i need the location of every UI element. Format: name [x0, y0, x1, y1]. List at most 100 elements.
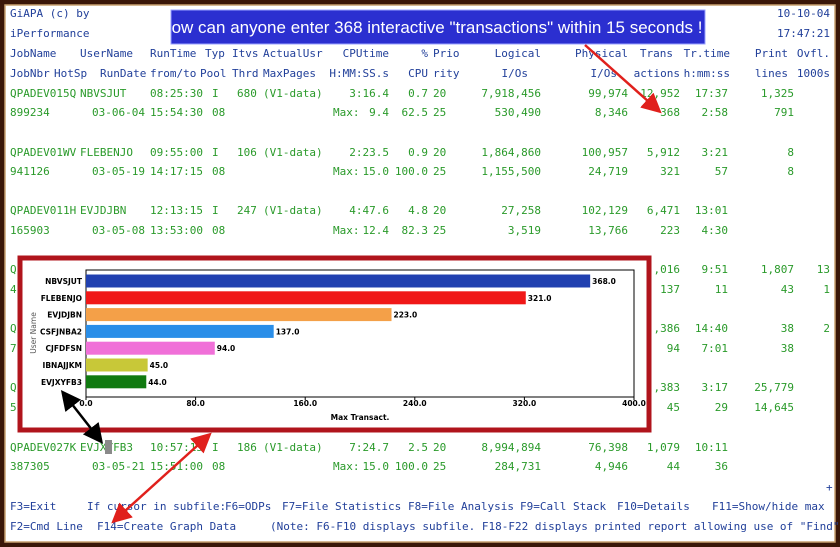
y-axis-label: User Name [29, 312, 38, 354]
bar [86, 291, 526, 305]
category-label: CSFJNBA2 [40, 327, 82, 336]
terminal-text: GiAPA (c) by iPerformance 10-10-04 17:47:21… [10, 7, 840, 533]
cell: 15:51:00 [150, 460, 203, 473]
cell: 7,918,456 [481, 87, 541, 100]
cell: ,383 [654, 381, 681, 394]
cell: Q [10, 322, 17, 335]
value-label: 321.0 [528, 294, 552, 303]
function-key: F7=File Statistics [282, 500, 401, 513]
cell: 1,325 [761, 87, 794, 100]
cell: 9:51 [702, 263, 729, 276]
cell: 7:24.7 [349, 441, 389, 454]
cell: QPADEV01WV [10, 146, 77, 159]
time: 17:47:21 [777, 27, 830, 40]
value-label: 94.0 [217, 344, 236, 353]
cell: 4:47.6 [349, 204, 389, 217]
category-label: CJFDFSN [46, 344, 82, 353]
bar [86, 308, 392, 322]
cell: 8,994,894 [481, 441, 541, 454]
cell: 1,864,860 [481, 146, 541, 159]
bar [86, 274, 591, 288]
column-header: rity [433, 67, 460, 80]
cell: 791 [774, 106, 794, 119]
column-header: Thrd [232, 67, 259, 80]
cell: 0.7 [408, 87, 428, 100]
cell: 25 [433, 224, 446, 237]
cell: 2.5 [408, 441, 428, 454]
cell: Q [10, 263, 17, 276]
cell: 3:17 [702, 381, 729, 394]
column-header: actions [634, 67, 680, 80]
more-indicator: + [826, 481, 833, 494]
cell: 08 [212, 106, 225, 119]
cell: 20 [433, 441, 446, 454]
x-tick-label: 160.0 [293, 399, 317, 408]
cell: 27,258 [501, 204, 541, 217]
cell: 14,645 [754, 401, 794, 414]
column-header: Pool [200, 67, 227, 80]
bar [86, 358, 148, 372]
function-key: F3=Exit [10, 500, 56, 513]
cell: 247 [237, 204, 257, 217]
cell: 6,471 [647, 204, 680, 217]
cell: 100.0 [395, 460, 428, 473]
column-header: lines [755, 67, 788, 80]
cell: 29 [715, 401, 728, 414]
cell: 387305 [10, 460, 50, 473]
column-header: Tr.time [684, 47, 730, 60]
column-header: CPU [408, 67, 428, 80]
cell: 680 [237, 87, 257, 100]
cell: 1,807 [761, 263, 794, 276]
cell: 9.4 [369, 106, 389, 119]
cell: 99,974 [588, 87, 628, 100]
column-header: 1000s [797, 67, 830, 80]
cell: 12.4 [363, 224, 390, 237]
cell: ,016 [654, 263, 681, 276]
cell: 13,766 [588, 224, 628, 237]
cell: Max: [333, 165, 360, 178]
cell: 43 [781, 283, 794, 296]
cell: 14:40 [695, 322, 728, 335]
cell: (V1-data) [263, 87, 323, 100]
cell: 76,398 [588, 441, 628, 454]
cell: 186 [237, 441, 257, 454]
column-header: ActualUsr [263, 47, 323, 60]
cell: 13:01 [695, 204, 728, 217]
cell: 08 [212, 224, 225, 237]
cell: 284,731 [495, 460, 541, 473]
cell: I [212, 146, 219, 159]
cell: 3,519 [508, 224, 541, 237]
column-header: MaxPages [263, 67, 316, 80]
cell: 5,912 [647, 146, 680, 159]
function-key: F14=Create Graph Data [97, 520, 236, 533]
cell: 03-05-08 [92, 224, 145, 237]
cell: 530,490 [495, 106, 541, 119]
arrow [111, 432, 212, 524]
cell: 100.0 [395, 165, 428, 178]
column-header: UserName [80, 47, 133, 60]
cell: Max: [333, 460, 360, 473]
cell: NBVSJUT [80, 87, 127, 100]
column-header: Ovfl. [797, 47, 830, 60]
value-label: 368.0 [592, 277, 616, 286]
cell: 4:30 [702, 224, 729, 237]
cell: 11 [715, 283, 728, 296]
cell: EVJDJBN [80, 204, 126, 217]
function-key: F8=File Analysis [408, 500, 514, 513]
cell: QPADEV027K [10, 441, 77, 454]
cell: 20 [433, 204, 446, 217]
cell: 12:13:15 [150, 204, 203, 217]
category-label: EVJDJBN [47, 311, 82, 320]
column-header: I/Os [502, 67, 529, 80]
function-key: F11=Show/hide max [712, 500, 825, 513]
cell: 2:58 [702, 106, 729, 119]
x-tick-label: 0.0 [79, 399, 92, 408]
category-label: FLEBENJO [41, 294, 82, 303]
cell: 17:37 [695, 87, 728, 100]
cell: 8,346 [595, 106, 628, 119]
x-tick-label: 400.0 [622, 399, 646, 408]
cell: 8 [787, 146, 794, 159]
column-header: h:mm:ss [684, 67, 730, 80]
cell: 4.8 [408, 204, 428, 217]
arrow [60, 390, 104, 444]
